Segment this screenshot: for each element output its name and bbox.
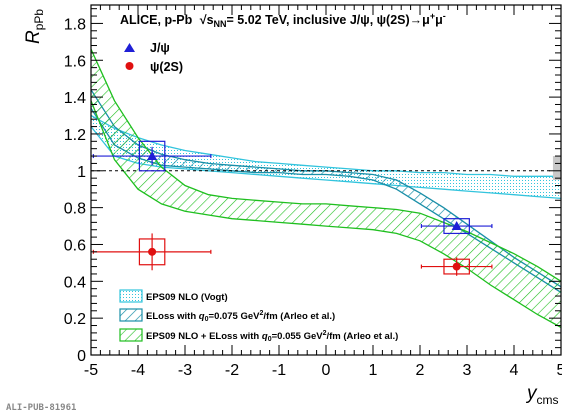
model-bands (91, 48, 561, 328)
x-tick-label: -3 (178, 362, 192, 379)
x-tick-label: -4 (131, 362, 145, 379)
x-tick-label: 2 (416, 362, 425, 379)
x-axis-title: ycms (525, 383, 559, 407)
series-legend: J/ψ ψ(2S) (124, 41, 183, 74)
y-axis-title: RpPb (23, 9, 46, 44)
marker-1-1 (452, 262, 461, 271)
legend-label-jpsi: J/ψ (150, 41, 170, 55)
y-tick-label: 1.2 (64, 127, 86, 144)
model-band-lower-0 (91, 126, 561, 200)
y-tick-label: 0 (77, 348, 86, 365)
model-band-0 (91, 115, 561, 199)
chart-title: ALICE, p-Pb √sNN= 5.02 TeV, inclusive J/… (120, 11, 446, 29)
y-tick-label: 0.4 (64, 274, 86, 291)
legend-marker-psi2s (125, 62, 134, 70)
x-tick-label: 0 (322, 362, 331, 379)
legend-marker-jpsi (124, 43, 135, 52)
reference-line-group (91, 156, 561, 180)
data-points (92, 140, 493, 276)
model-band-upper-2 (91, 48, 561, 282)
x-tick-label: -5 (84, 362, 98, 379)
y-tick-label: 1.6 (64, 53, 86, 70)
legend-label-psi2s: ψ(2S) (150, 60, 183, 74)
legend-label-eps09-eloss: EPS09 NLO + ELoss with q0=0.055 GeV2/fm … (146, 330, 398, 343)
y-tick-label: 1.4 (64, 90, 86, 107)
y-tick-label: 1 (77, 164, 86, 181)
x-tick-label: 4 (510, 362, 519, 379)
legend-label-eps09: EPS09 NLO (Vogt) (146, 292, 228, 303)
publication-id: ALI-PUB-81961 (6, 403, 76, 413)
marker-0-1 (451, 221, 462, 231)
axis-ticks: -5 -4 -3 -2 -1 0 1 2 3 4 5 0 0.2 0.4 0.6 0.8 1 1.2 1.4 1.6 1… (64, 5, 562, 379)
model-band-upper-0 (91, 114, 561, 177)
x-tick-label: -2 (225, 362, 239, 379)
y-tick-label: 1.8 (64, 16, 86, 33)
marker-0-0 (147, 151, 158, 161)
model-legend: EPS09 NLO (Vogt) ELoss with q0=0.075 GeV… (119, 289, 398, 343)
y-tick-label: 0.8 (64, 201, 86, 218)
marker-1-0 (148, 247, 157, 256)
y-tick-label: 0.2 (64, 311, 86, 328)
legend-swatch-eps09-eloss (119, 328, 143, 342)
x-tick-label: 5 (557, 362, 562, 379)
x-tick-label: -1 (272, 362, 286, 379)
legend-swatch-eloss (119, 308, 143, 322)
y-tick-label: 0.6 (64, 237, 86, 254)
x-tick-label: 1 (369, 362, 378, 379)
legend-swatch-eps09 (119, 289, 143, 303)
model-band-lower-2 (91, 100, 561, 328)
legend-label-eloss: ELoss with q0=0.075 GeV2/fm (Arleo et al… (146, 310, 335, 323)
x-tick-label: 3 (463, 362, 472, 379)
global-uncertainty-box (552, 156, 561, 180)
